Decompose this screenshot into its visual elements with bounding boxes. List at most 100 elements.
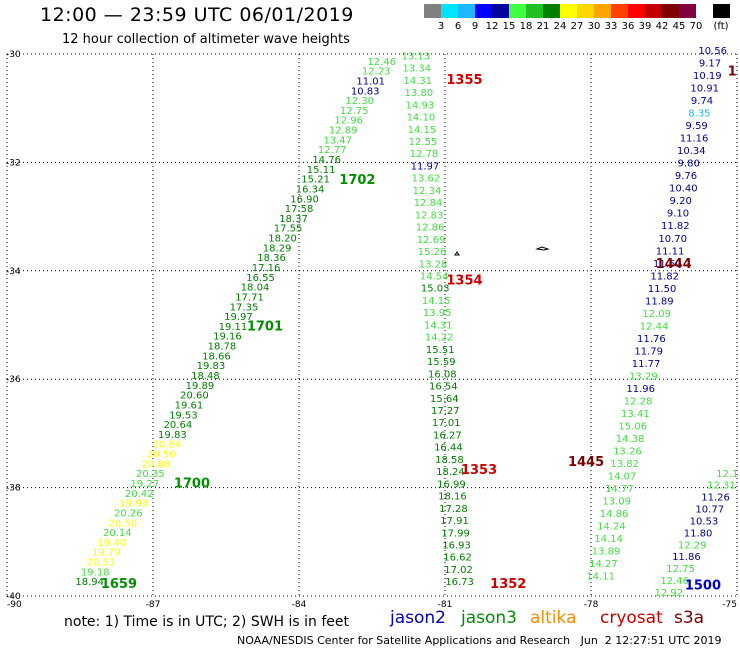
pass-time-label: 1659 — [101, 577, 137, 592]
wave-height-label: 12.89 — [329, 126, 358, 137]
footnote: note: 1) Time is in UTC; 2) SWH is in fe… — [64, 614, 350, 630]
pass-time-label: 1445 — [568, 455, 604, 470]
wave-height-label: 13.34 — [402, 64, 431, 75]
legend-swatch — [662, 4, 679, 18]
wave-height-label: 12.83 — [415, 210, 444, 221]
lat-label: -32 — [6, 158, 21, 168]
lon-label: -84 — [292, 600, 307, 610]
wave-height-label: 17.99 — [441, 528, 470, 539]
wave-height-label: 17.02 — [444, 565, 473, 576]
wave-height-label: 12.44 — [640, 321, 669, 332]
lon-label: -78 — [584, 600, 599, 610]
wave-height-label: 12.86 — [416, 223, 445, 234]
wave-height-label: 15.64 — [430, 394, 459, 405]
wave-height-label: 15.51 — [426, 345, 455, 356]
wave-height-label: 19.18 — [81, 567, 110, 578]
wave-height-label: 13.41 — [621, 409, 650, 420]
legend-tick-label: 24 — [553, 21, 567, 32]
wave-height-label: 12.75 — [666, 564, 695, 575]
wave-height-label: 14.86 — [600, 509, 629, 520]
wave-height-label: 9.59 — [686, 121, 708, 132]
wave-height-label: 14.10 — [407, 113, 436, 124]
pass-time-label: 1353 — [461, 463, 497, 478]
wave-height-label: 13.28 — [419, 259, 448, 270]
wave-height-label: 14.27 — [589, 559, 618, 570]
wave-height-label: 9.76 — [675, 171, 697, 182]
wave-height-label: 17.16 — [252, 263, 281, 274]
legend-swatch — [441, 4, 458, 18]
wave-height-label: 11.80 — [684, 528, 713, 539]
wave-height-label: 14.77 — [605, 484, 634, 495]
legend-swatch — [679, 4, 696, 18]
wave-height-label: 12.1 — [716, 469, 738, 480]
legend-swatch — [543, 4, 560, 18]
legend-tick-label: 39 — [638, 21, 652, 32]
wave-height-label: 13.29 — [629, 371, 658, 382]
pass-time-label: 1702 — [339, 173, 375, 188]
pass-time-label: 1444 — [656, 257, 692, 272]
legend-swatch — [424, 4, 441, 18]
wave-height-label: 12.46 — [660, 576, 689, 587]
wave-height-label: 11.79 — [634, 346, 663, 357]
wave-height-label: 11.26 — [701, 493, 730, 504]
wave-height-label: 12.92 — [655, 588, 684, 599]
wave-height-label: 12.96 — [334, 116, 363, 127]
wave-height-label: 20.60 — [180, 391, 209, 402]
legend-swatch — [594, 4, 611, 18]
wave-height-label: 16.93 — [442, 540, 471, 551]
wave-height-label: 11.89 — [645, 296, 674, 307]
wave-height-label: 18.04 — [241, 283, 270, 294]
legend-tick-label: 15 — [502, 21, 516, 32]
wave-height-label: 18.78 — [208, 342, 237, 353]
wave-height-label: 18.66 — [202, 351, 231, 362]
wave-height-label: 11.11 — [656, 246, 685, 257]
wave-height-label: 17.71 — [235, 292, 264, 303]
map-subtitle: 12 hour collection of altimeter wave hei… — [62, 32, 350, 47]
legend-tick-label: 6 — [454, 21, 462, 32]
wave-height-label: 9.17 — [699, 59, 721, 70]
wave-height-label: 10.70 — [658, 234, 687, 245]
pass-time-label: 1 — [728, 65, 737, 80]
wave-height-label: 13.47 — [323, 135, 352, 146]
wave-height-label: 13.82 — [610, 459, 639, 470]
legend-altika: altika — [530, 608, 577, 628]
wave-height-label: 11.82 — [661, 221, 690, 232]
wave-height-label: 15.06 — [618, 422, 647, 433]
legend-jason2: jason2 — [390, 608, 446, 628]
wave-height-label: 14.07 — [608, 472, 637, 483]
wave-height-label: 12.84 — [414, 198, 443, 209]
island-mark — [535, 246, 550, 251]
wave-height-label: 14.31 — [404, 76, 433, 87]
wave-height-label: 20.50 — [108, 518, 137, 529]
pass-time-label: 1355 — [446, 73, 482, 88]
legend-swatch — [628, 4, 645, 18]
wave-height-label: 14.54 — [420, 271, 449, 282]
pass-time-label: 1701 — [247, 319, 283, 334]
wave-height-label: 20.64 — [164, 420, 193, 431]
wave-height-label: 17.27 — [431, 406, 460, 417]
wave-height-label: 18.58 — [435, 455, 464, 466]
legend-tick-label: 12 — [485, 21, 499, 32]
wave-height-label: 19.53 — [169, 410, 198, 421]
legend-tick-label: 9 — [471, 21, 479, 32]
wave-height-label: 16.90 — [290, 194, 319, 205]
wave-height-label: 11.96 — [626, 384, 655, 395]
wave-height-label: 8.35 — [688, 109, 710, 120]
wave-height-label: 14.14 — [594, 534, 623, 545]
legend-tick-label: 45 — [672, 21, 686, 32]
legend-tick-label: 33 — [604, 21, 618, 32]
wave-height-label: 14.31 — [424, 320, 453, 331]
wave-height-label: 16.55 — [246, 273, 275, 284]
wave-height-label: 17.35 — [230, 302, 259, 313]
pass-time-label: 1352 — [490, 577, 526, 592]
wave-height-label: 17.55 — [274, 224, 303, 235]
wave-height-label: 19.83 — [158, 430, 187, 441]
wave-height-label: 17.58 — [285, 204, 314, 215]
wave-height-label: 10.19 — [693, 71, 722, 82]
wave-height-label: 17.01 — [432, 418, 461, 429]
wave-height-label: 13.09 — [602, 497, 631, 508]
wave-height-label: 14.76 — [312, 155, 341, 166]
legend-cryosat: cryosat — [600, 608, 663, 628]
legend-tick-label: 70 — [689, 21, 703, 32]
legend-tick-label: 3 — [437, 21, 445, 32]
